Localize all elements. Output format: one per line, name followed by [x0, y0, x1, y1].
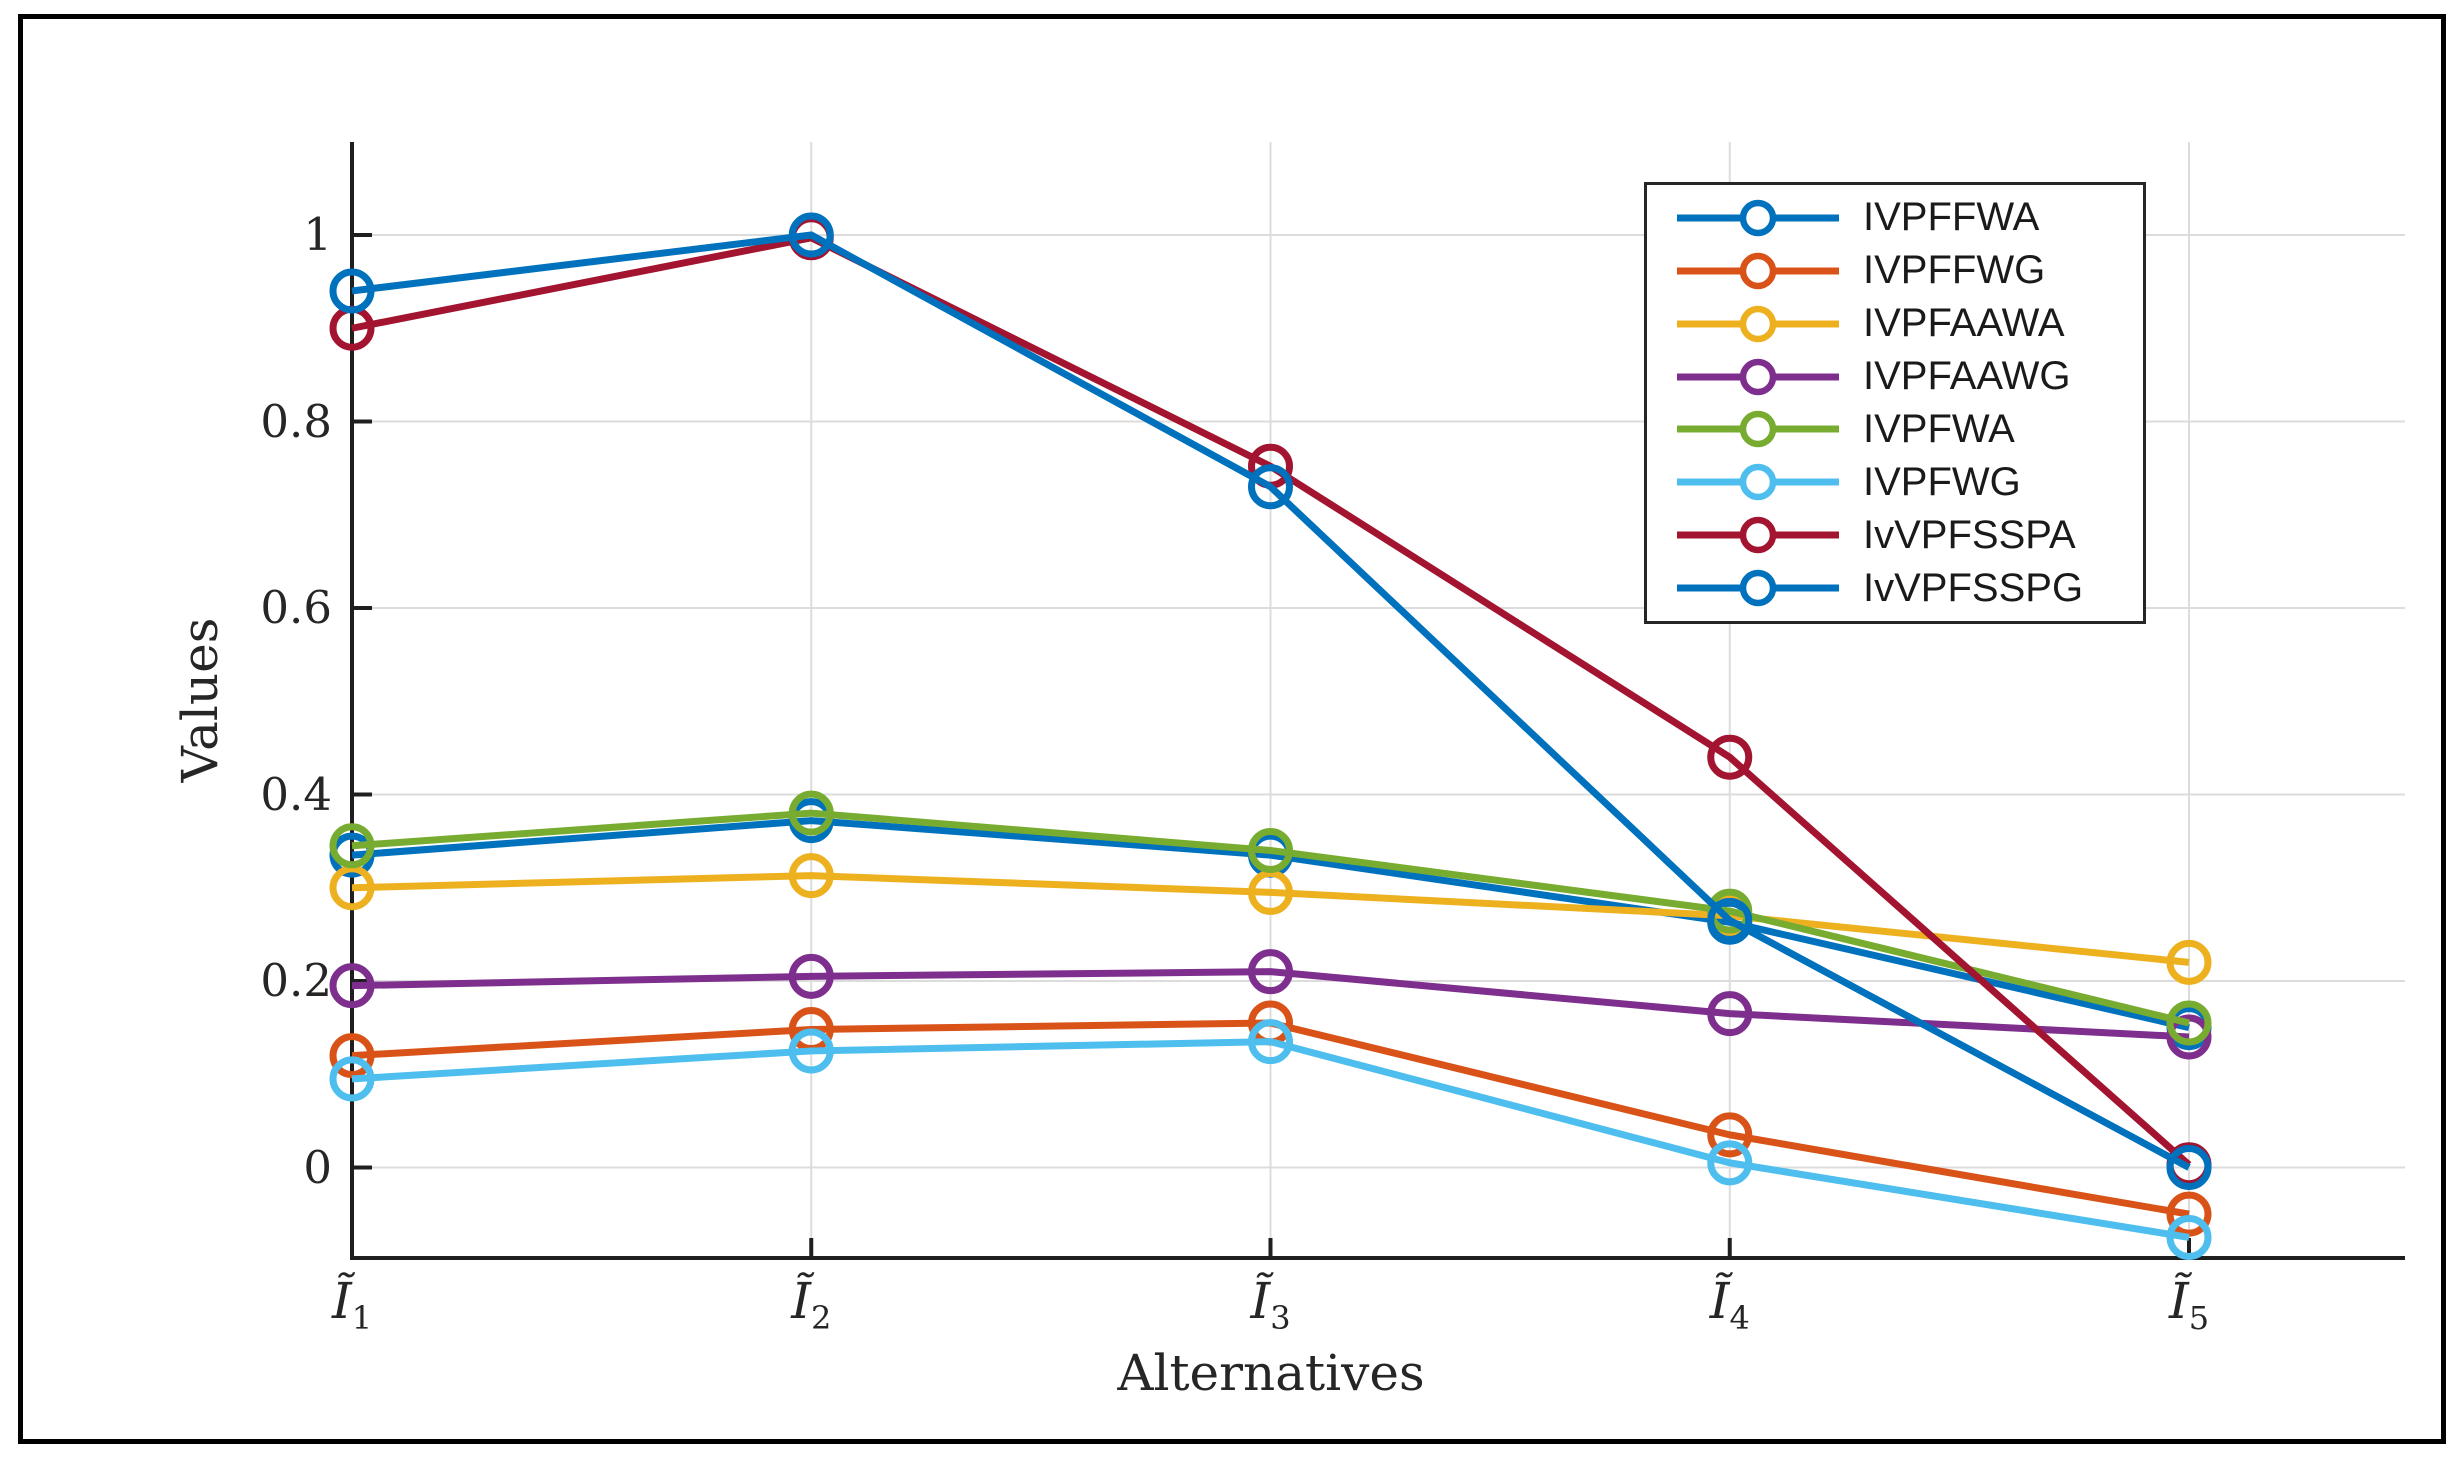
data-point-marker-icon: [2166, 1145, 2212, 1190]
legend-marker-icon: [1739, 358, 1777, 395]
legend-marker-icon: [1739, 411, 1777, 448]
legend-marker-icon: [1739, 569, 1777, 607]
legend-sample: [1677, 411, 1839, 448]
x-tick-subscript: 3: [1270, 1299, 1291, 1337]
data-point-marker-icon: [1707, 734, 1753, 780]
legend-item: IVPFAAWA: [1673, 300, 2143, 348]
data-point-marker-icon: [1707, 1140, 1753, 1186]
legend-sample: [1677, 464, 1839, 501]
data-point-marker-icon: [1248, 1019, 1293, 1065]
x-tick-label: Ĩ5: [2119, 1272, 2259, 1358]
data-point-marker-icon: [788, 853, 834, 899]
legend-sample: [1677, 199, 1839, 237]
data-point-marker-icon: [329, 963, 375, 1009]
legend-sample: [1677, 516, 1839, 554]
data-point-marker-icon: [2166, 1214, 2212, 1260]
y-tick-label: 0: [303, 1140, 332, 1194]
x-tick-symbol: Ĩ: [791, 1272, 811, 1330]
data-point-marker-icon: [788, 953, 834, 999]
y-tick-label: 0.8: [260, 394, 332, 448]
x-tick-symbol: Ĩ: [1709, 1272, 1730, 1330]
legend-sample: [1677, 569, 1839, 607]
legend-item: IVPFWA: [1673, 405, 2143, 453]
legend-marker-icon: [1739, 305, 1777, 342]
data-point-marker-icon: [2166, 1191, 2212, 1237]
y-tick-label: 0.4: [260, 767, 332, 821]
series-IVPFWG: [329, 1019, 2212, 1260]
legend-sample: [1677, 305, 1839, 342]
y-tick-label: 0.2: [260, 954, 332, 1007]
legend-item-label: IVPFWG: [1863, 459, 2021, 504]
series-line: [351, 817, 2190, 1032]
legend-item: IVPFFWA: [1673, 194, 2143, 242]
series-IVPFAAWA: [329, 853, 2212, 985]
x-axis-title: Alternatives: [1117, 1344, 1425, 1402]
data-point-marker-icon: [1248, 464, 1293, 510]
y-tick-label: 0.6: [260, 581, 332, 634]
data-point-marker-icon: [2166, 939, 2212, 985]
legend-item-label: IvVPFSSPA: [1863, 512, 2076, 557]
data-point-marker-icon: [788, 1028, 834, 1074]
data-point-marker-icon: [329, 823, 375, 869]
legend-marker-icon: [1739, 516, 1777, 554]
legend-marker-icon: [1739, 464, 1777, 501]
legend-item-label: IVPFFWG: [1863, 248, 2046, 293]
data-point-marker-icon: [788, 790, 834, 836]
x-tick-symbol: Ĩ: [331, 1272, 352, 1330]
series-IvVPFSSPG: [329, 212, 2212, 1190]
data-point-marker-icon: [2166, 1014, 2212, 1060]
legend-item: IvVPFSSPG: [1673, 564, 2143, 612]
series-line: [351, 809, 2190, 1027]
x-tick-subscript: 1: [351, 1299, 373, 1337]
legend-item-label: IVPFAAWA: [1863, 301, 2065, 346]
data-point-marker-icon: [1248, 827, 1293, 873]
data-point-marker-icon: [788, 212, 834, 258]
x-tick-symbol: Ĩ: [2168, 1272, 2189, 1330]
y-axis-title: Values: [171, 617, 229, 783]
x-tick-subscript: 5: [2188, 1299, 2210, 1337]
legend-sample: [1677, 358, 1839, 395]
legend-item-label: IVPFWA: [1863, 406, 2015, 451]
legend-item: IvVPFSSPA: [1673, 511, 2143, 559]
x-tick-subscript: 4: [1729, 1299, 1750, 1337]
x-tick-subscript: 2: [810, 1299, 832, 1337]
x-tick-label: Ĩ3: [1201, 1272, 1341, 1358]
legend-item: IVPFWG: [1673, 458, 2143, 506]
data-point-marker-icon: [329, 1056, 375, 1102]
legend-box: IVPFFWA IVPFFWG IVPFAAWA IVPFAAWG IVPFWA IVPF…: [1644, 182, 2146, 624]
data-point-marker-icon: [1248, 869, 1293, 915]
y-tick-label: 1: [303, 208, 332, 261]
data-point-marker-icon: [1707, 1112, 1753, 1158]
series-line: [351, 1038, 2190, 1241]
series-line: [351, 872, 2190, 966]
legend-item-label: IVPFAAWG: [1863, 354, 2071, 398]
x-tick-symbol: Ĩ: [1250, 1272, 1271, 1330]
x-tick-label: Ĩ1: [282, 1272, 422, 1358]
data-point-marker-icon: [1248, 949, 1293, 995]
data-point-marker-icon: [329, 268, 375, 314]
series-line: [351, 231, 2191, 1171]
data-point-marker-icon: [2166, 1000, 2212, 1046]
data-point-marker-icon: [329, 865, 375, 911]
legend-item-label: IVPFFWA: [1863, 195, 2040, 240]
data-point-marker-icon: [1707, 897, 1753, 943]
series-line: [351, 968, 2190, 1041]
x-tick-label: Ĩ4: [1660, 1272, 1800, 1358]
legend-item: IVPFFWG: [1673, 247, 2143, 295]
legend-sample: [1677, 252, 1839, 289]
data-point-marker-icon: [329, 1033, 375, 1079]
legend-marker-icon: [1739, 199, 1777, 237]
legend-marker-icon: [1739, 252, 1777, 289]
data-point-marker-icon: [1707, 991, 1753, 1037]
legend-item-label: IvVPFSSPG: [1863, 565, 2084, 610]
x-tick-label: Ĩ2: [741, 1272, 881, 1358]
legend-item: IVPFAAWG: [1673, 353, 2143, 401]
series-IVPFWA: [329, 790, 2212, 1046]
series-IVPFAAWG: [329, 949, 2212, 1060]
